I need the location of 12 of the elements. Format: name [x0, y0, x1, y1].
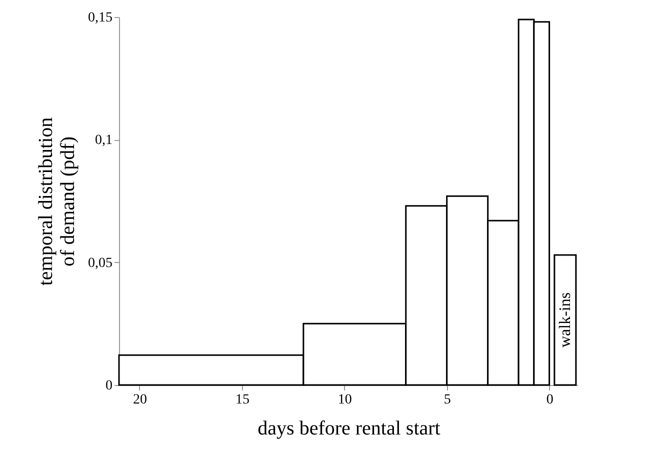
x-axis-title: days before rental start	[258, 418, 441, 440]
x-tick-label: 5	[444, 392, 451, 408]
y-tick-label: 0	[106, 378, 112, 394]
annotation: walk-ins	[557, 292, 574, 348]
x-tick-label: 20	[132, 392, 147, 408]
y-tick-label: 0,15	[88, 10, 112, 26]
x-tick-label: 15	[235, 392, 250, 408]
x-tick-label: 10	[338, 392, 352, 408]
y-tick-label: 0,1	[95, 133, 112, 148]
y-tick-label: 0,05	[88, 256, 112, 271]
x-tick-label: 0	[546, 392, 554, 408]
y-axis-title: temporal distribution of demand (pdf)	[35, 117, 79, 286]
